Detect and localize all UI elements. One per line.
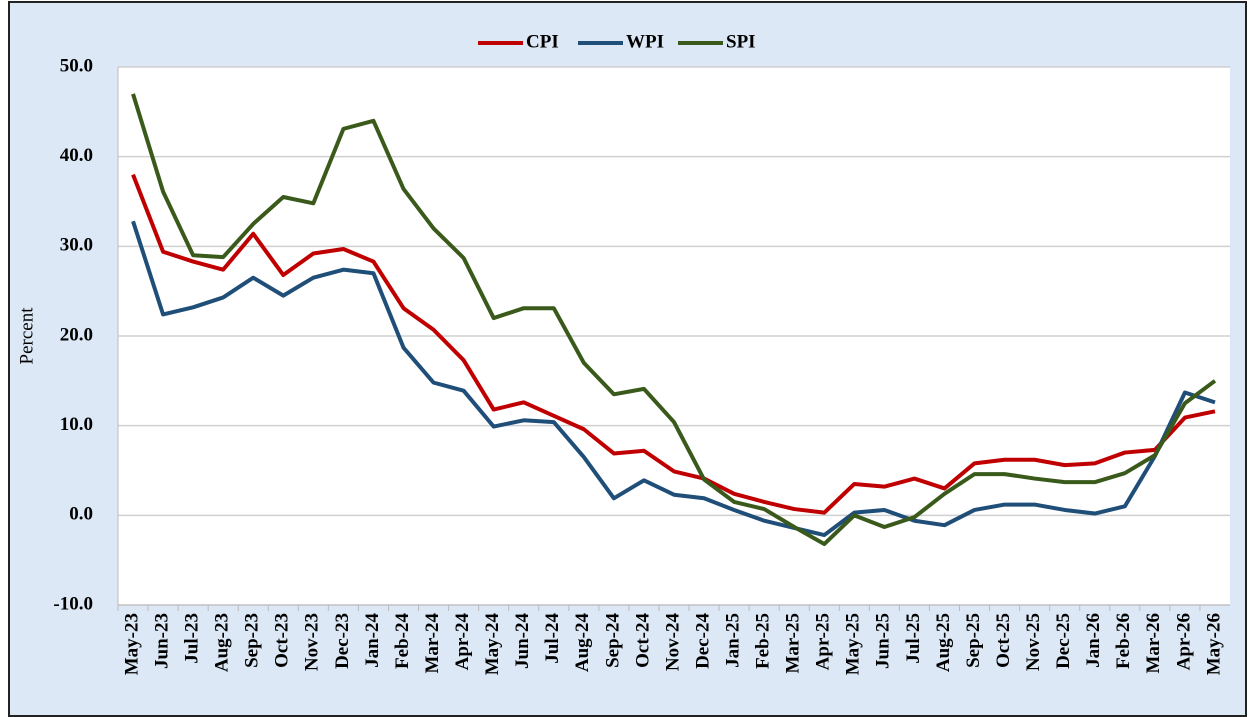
x-tick-label: Oct-23 xyxy=(272,613,293,668)
y-tick-label: 0.0 xyxy=(69,504,93,525)
x-tick-label: Apr-25 xyxy=(813,613,834,670)
y-tick-label: 40.0 xyxy=(60,145,93,166)
x-tick-label: Aug-25 xyxy=(933,613,954,672)
x-tick-label: Jan-25 xyxy=(722,613,743,668)
x-tick-label: Dec-25 xyxy=(1053,613,1074,669)
y-tick-label: 30.0 xyxy=(60,235,93,256)
x-tick-label: Feb-25 xyxy=(753,613,774,669)
x-tick-label: Apr-24 xyxy=(452,613,473,671)
series-line xyxy=(131,220,1216,538)
x-tick-label: Jan-26 xyxy=(1083,613,1104,668)
x-tick-label: Jul-23 xyxy=(181,613,202,664)
x-tick-label: Apr-26 xyxy=(1173,613,1194,670)
y-tick-label: 20.0 xyxy=(60,324,93,345)
series-line xyxy=(131,93,1217,547)
x-tick-label: Nov-24 xyxy=(662,613,683,672)
series-line xyxy=(131,173,1216,515)
x-tick-label: Sep-25 xyxy=(963,613,984,668)
x-tick-label: Mar-24 xyxy=(422,613,443,674)
x-tick-label: Dec-24 xyxy=(692,613,713,669)
x-tick-label: Oct-24 xyxy=(632,613,653,668)
x-tick-label: Sep-24 xyxy=(602,613,623,668)
y-tick-label: -10.0 xyxy=(53,593,93,614)
x-tick-label: Jul-25 xyxy=(903,613,924,664)
x-tick-label: Feb-24 xyxy=(392,613,413,669)
x-tick-label: Jun-25 xyxy=(873,613,894,669)
y-tick-label: 10.0 xyxy=(60,414,93,435)
x-tick-label: Nov-23 xyxy=(302,613,323,671)
x-tick-label: Aug-24 xyxy=(572,613,593,673)
x-tick-label: Mar-25 xyxy=(783,613,804,674)
x-tick-label: Jun-24 xyxy=(512,613,533,669)
x-tick-label: May-23 xyxy=(121,613,142,675)
y-tick-label: 50.0 xyxy=(60,55,93,76)
x-tick-label: Nov-25 xyxy=(1023,613,1044,671)
x-tick-label: Jul-24 xyxy=(542,613,563,664)
x-tick-label: May-26 xyxy=(1203,613,1224,675)
x-tick-label: Mar-26 xyxy=(1143,613,1164,674)
x-tick-label: Dec-23 xyxy=(332,613,353,669)
legend-label: CPI xyxy=(526,31,559,52)
x-tick-label: May-24 xyxy=(482,613,503,676)
y-axis-label: Percent xyxy=(16,307,37,365)
legend-label: SPI xyxy=(726,31,756,52)
x-tick-label: Jan-24 xyxy=(362,613,383,668)
x-tick-label: Jun-23 xyxy=(151,613,172,669)
x-tick-label: May-25 xyxy=(843,613,864,675)
x-tick-label: Oct-25 xyxy=(993,613,1014,668)
legend-label: WPI xyxy=(626,31,664,52)
x-tick-label: Aug-23 xyxy=(212,613,233,672)
x-tick-label: Sep-23 xyxy=(242,613,263,668)
x-tick-label: Feb-26 xyxy=(1113,613,1134,669)
